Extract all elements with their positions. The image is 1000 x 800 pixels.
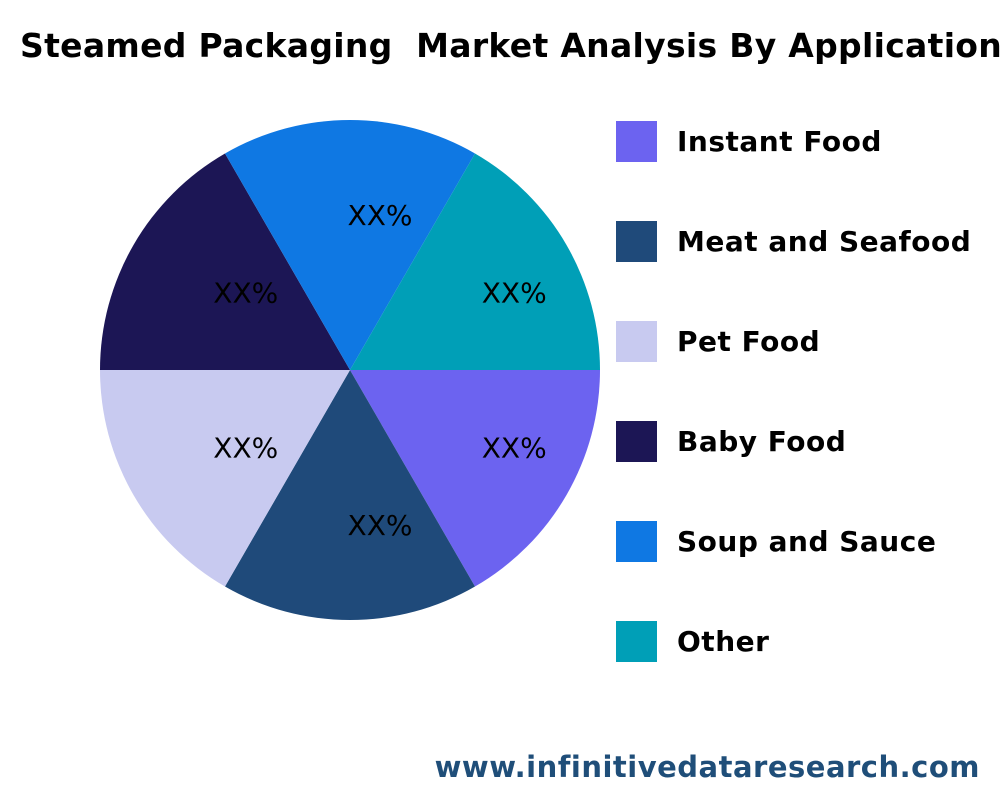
- legend-label: Other: [677, 624, 770, 658]
- legend-label: Meat and Seafood: [677, 224, 972, 258]
- legend-label: Soup and Sauce: [677, 524, 937, 558]
- chart-title: Steamed Packaging Market Analysis By App…: [20, 26, 1000, 65]
- legend-swatch: [616, 320, 657, 362]
- legend-item: Pet Food: [616, 320, 820, 362]
- legend-item: Soup and Sauce: [616, 520, 936, 562]
- pie-slice-soup-and-sauce: [225, 119, 475, 370]
- legend-label: Instant Food: [677, 124, 882, 158]
- legend-item: Other: [616, 620, 769, 662]
- legend-item: Instant Food: [616, 120, 882, 162]
- pie-chart: XX% XX% XX% XX% XX% XX%: [100, 119, 600, 620]
- slice-data-label: XX%: [482, 432, 547, 465]
- legend-label: Pet Food: [677, 324, 821, 358]
- slice-data-label: XX%: [213, 432, 278, 465]
- pie-slice-instant-food: [350, 370, 600, 587]
- legend-swatch: [616, 520, 657, 562]
- slice-data-label: XX%: [348, 509, 413, 542]
- legend-swatch: [616, 620, 657, 662]
- slice-data-label: XX%: [482, 277, 547, 310]
- legend-swatch: [616, 420, 657, 462]
- slice-data-label: XX%: [213, 277, 278, 310]
- pie-slice-meat-and-seafood: [225, 370, 475, 620]
- legend-swatch: [616, 220, 657, 262]
- pie-slice-baby-food: [100, 153, 350, 370]
- legend-item: Meat and Seafood: [616, 220, 971, 262]
- legend-swatch: [616, 120, 657, 162]
- legend-item: Baby Food: [616, 420, 846, 462]
- legend-label: Baby Food: [677, 424, 847, 458]
- pie-slice-other: [350, 153, 600, 370]
- pie-slice-pet-food: [100, 370, 350, 587]
- slice-data-label: XX%: [348, 199, 413, 232]
- footer-url: www.infinitivedataresearch.com: [434, 750, 980, 784]
